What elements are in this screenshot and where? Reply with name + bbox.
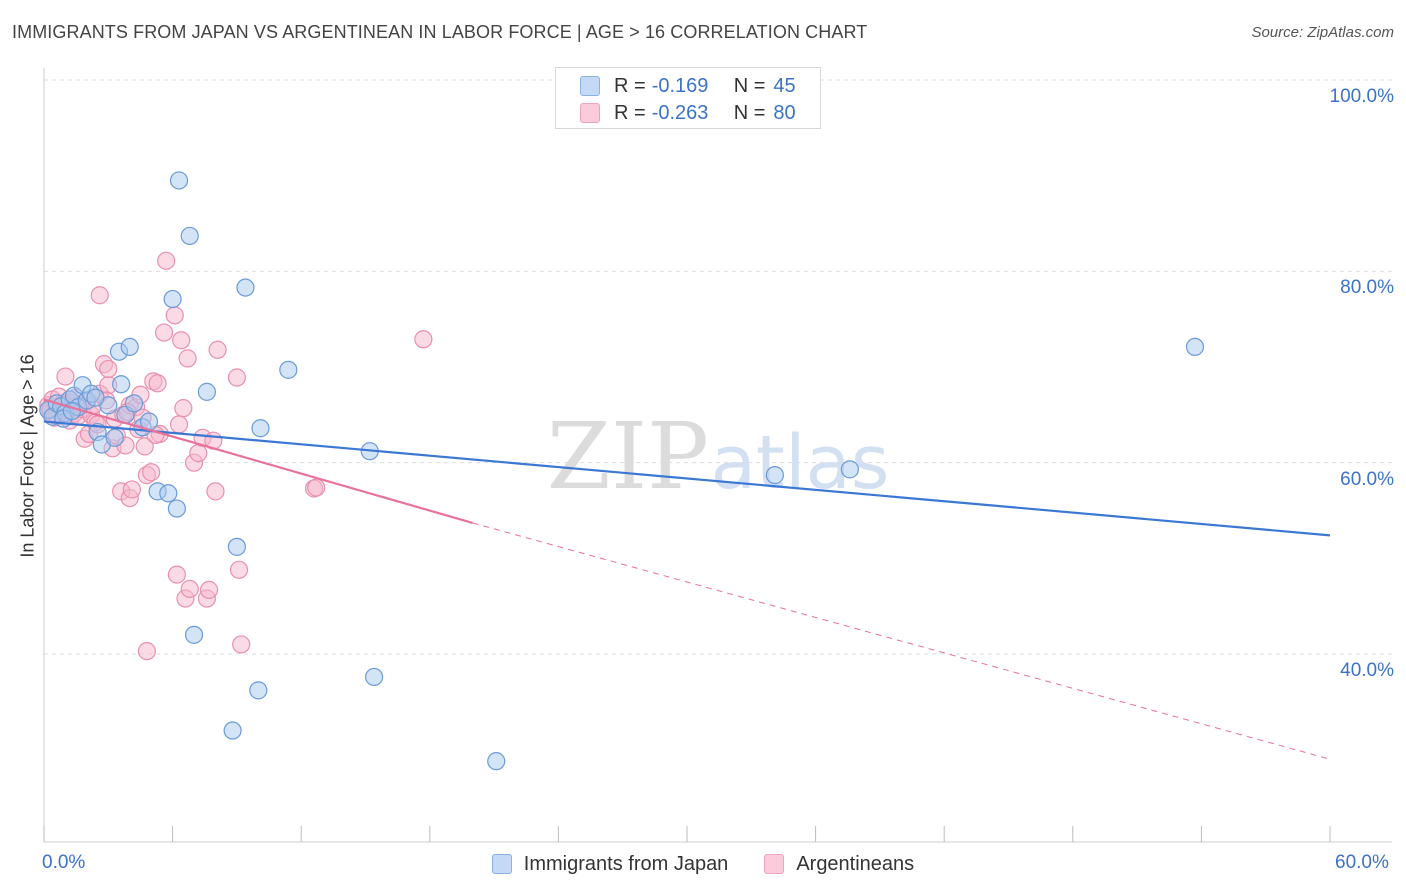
r-label: R =: [614, 101, 646, 124]
y-tick-label: 60.0%: [1340, 468, 1394, 490]
trend-line-extension-pink: [472, 522, 1331, 760]
data-point: [414, 330, 433, 349]
data-point: [197, 382, 216, 401]
data-point: [169, 415, 189, 434]
watermark: ZIP atlas: [547, 403, 890, 510]
data-point: [90, 286, 109, 305]
data-point: [227, 537, 246, 556]
data-point: [251, 419, 270, 438]
data-point: [157, 251, 176, 270]
n-value: 80: [773, 101, 796, 124]
data-point: [159, 484, 178, 503]
data-point: [208, 340, 227, 359]
data-point: [154, 323, 174, 342]
data-point: [178, 349, 197, 368]
data-point: [124, 394, 144, 413]
r-value: -0.263: [651, 101, 709, 124]
data-point: [236, 278, 255, 297]
data-point: [56, 367, 75, 386]
correlation-legend: R = -0.169 N = 45 R = -0.263 N = 80: [555, 67, 821, 129]
data-point: [142, 463, 161, 482]
r-value: -0.169: [651, 74, 709, 97]
data-point: [86, 388, 105, 407]
x-tick-label-min: 0.0%: [42, 852, 86, 873]
y-tick-label: 100.0%: [1329, 86, 1394, 107]
data-point: [1185, 337, 1205, 357]
data-point: [364, 667, 384, 687]
data-point: [172, 331, 191, 350]
argentineans-swatch: [580, 103, 600, 123]
y-tick-label: 40.0%: [1340, 660, 1394, 681]
chart-title: IMMIGRANTS FROM JAPAN VS ARGENTINEAN IN …: [12, 22, 868, 42]
legend-row-japan: R = -0.169 N = 45: [580, 73, 796, 99]
data-point: [174, 399, 193, 418]
data-point: [227, 368, 246, 387]
legend-item-argentineans[interactable]: Argentineans: [764, 853, 914, 876]
data-point: [229, 560, 249, 579]
trend-line-blue: [43, 420, 1331, 537]
data-point: [765, 466, 784, 485]
data-point: [232, 635, 251, 654]
y-axis-label: In Labor Force | Age > 16: [17, 354, 38, 558]
japan-swatch: [580, 76, 600, 96]
data-point: [122, 480, 141, 499]
data-point: [135, 437, 154, 456]
source-label: Source: ZipAtlas.com: [1251, 24, 1394, 41]
japan-swatch: [491, 854, 512, 874]
legend-row-argentineans: R = -0.263 N = 80: [580, 100, 796, 126]
n-value: 45: [773, 74, 796, 97]
data-point: [223, 721, 242, 740]
legend-item-japan[interactable]: Immigrants from Japan: [491, 852, 729, 876]
x-tick-label-max: 60.0%: [1335, 852, 1389, 873]
data-point: [487, 752, 506, 771]
watermark-atlas: atlas: [711, 420, 890, 506]
legend-label: Argentineans: [796, 852, 915, 875]
data-point: [163, 289, 182, 309]
axes: [43, 68, 1392, 843]
data-point: [167, 499, 186, 518]
data-point: [167, 565, 186, 584]
data-point: [148, 374, 167, 393]
y-tick-label: 80.0%: [1340, 277, 1394, 299]
data-point: [199, 580, 219, 600]
data-point: [279, 360, 298, 379]
trend-lines: [43, 398, 1331, 760]
r-label: R =: [614, 74, 646, 97]
argentineans-swatch: [764, 854, 785, 874]
data-point: [99, 359, 118, 379]
data-point: [112, 375, 131, 394]
data-point: [120, 337, 139, 357]
n-label: N =: [733, 101, 766, 124]
data-point: [180, 579, 199, 599]
data-point: [169, 171, 189, 190]
n-label: N =: [733, 74, 766, 97]
data-point: [137, 642, 156, 661]
data-point: [184, 625, 204, 644]
data-point: [249, 681, 268, 700]
watermark-zip: ZIP: [547, 403, 709, 510]
data-point: [840, 460, 859, 479]
data-point: [180, 226, 199, 246]
series-legend: Immigrants from Japan Argentineans: [0, 850, 1406, 878]
trend-line-pink: [43, 398, 473, 524]
japan-points: [39, 171, 1205, 771]
data-point: [206, 482, 225, 501]
data-point: [307, 478, 326, 497]
data-point: [105, 428, 124, 447]
data-point: [189, 444, 208, 463]
data-point: [165, 306, 184, 325]
legend-label: Immigrants from Japan: [523, 852, 729, 875]
